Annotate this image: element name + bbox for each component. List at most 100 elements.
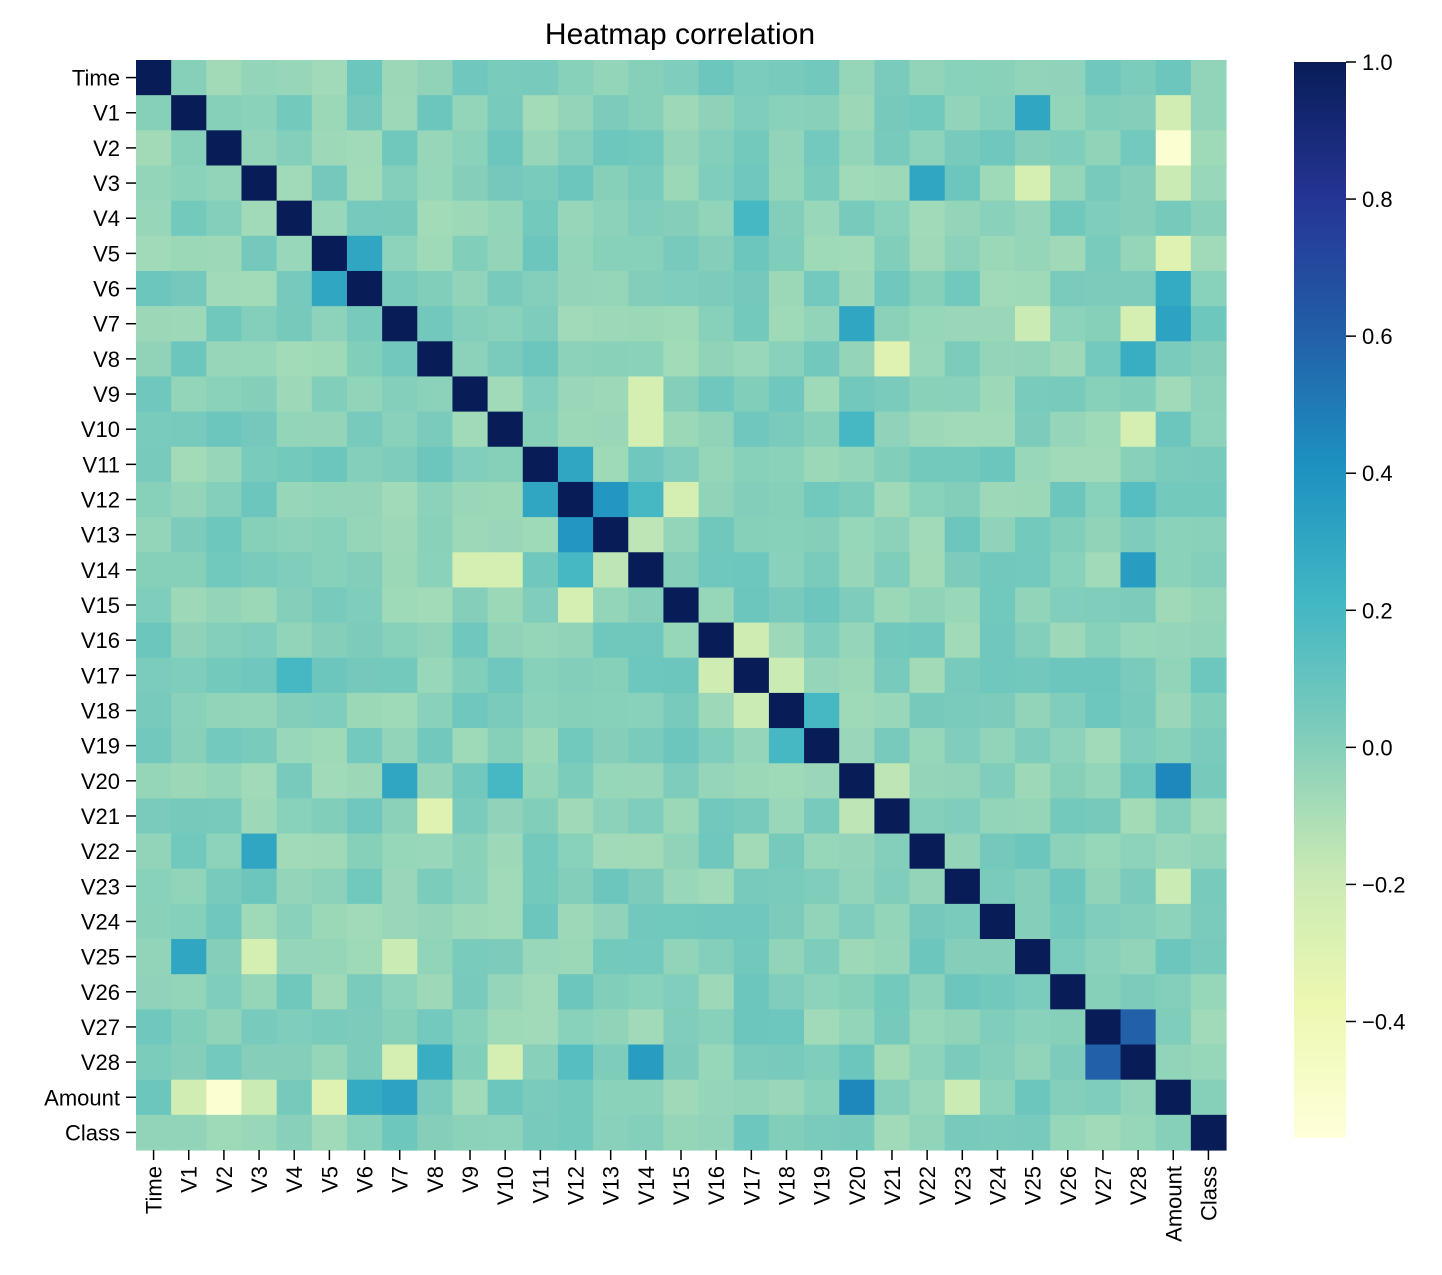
heatmap-cell-V6-V28 [1120, 270, 1157, 307]
heatmap-cell-V1-V17 [733, 95, 770, 131]
heatmap-cell-V19-V19 [804, 728, 840, 764]
heatmap-cell-V14-V20 [839, 552, 875, 589]
heatmap-cell-V26-V20 [839, 974, 875, 1010]
heatmap-cell-V11-V26 [1050, 446, 1086, 483]
heatmap-cell-V5-V12 [557, 235, 594, 272]
heatmap-cell-V10-V23 [944, 411, 981, 448]
heatmap-cell-V6-V24 [979, 270, 1016, 307]
heatmap-cell-V27-V5 [311, 1009, 348, 1046]
heatmap-cell-V20-V12 [557, 763, 594, 799]
heatmap-cell-V26-V8 [417, 974, 454, 1010]
heatmap-cell-V12-V13 [593, 481, 629, 518]
heatmap-cell-V10-V7 [382, 411, 418, 448]
heatmap-cell-V21-V12 [557, 798, 594, 835]
heatmap-cell-V11-V19 [804, 446, 840, 483]
heatmap-cell-V28-V9 [452, 1044, 489, 1081]
heatmap-cell-V24-V27 [1085, 903, 1122, 940]
heatmap-cell-V22-Amount [1155, 833, 1192, 870]
heatmap-cell-V17-V15 [663, 657, 700, 694]
heatmap-cell-V21-V26 [1050, 798, 1086, 835]
heatmap-cell-Time-V22 [909, 60, 946, 96]
heatmap-cell-V25-V16 [698, 939, 735, 975]
heatmap-cell-V5-Class [1190, 235, 1227, 272]
heatmap-cell-V2-V23 [944, 130, 981, 167]
heatmap-cell-V23-V17 [733, 868, 770, 905]
heatmap-cell-V14-V28 [1120, 552, 1157, 589]
heatmap-cell-V11-Amount [1155, 446, 1192, 483]
heatmap-cell-V26-V14 [628, 974, 665, 1010]
y-tick-label-Class: Class [65, 1120, 120, 1145]
heatmap-cell-V13-V5 [311, 517, 348, 553]
heatmap-cell-V28-V13 [593, 1044, 629, 1081]
heatmap-cell-V23-V11 [522, 868, 559, 905]
heatmap-cell-V16-V4 [276, 622, 313, 659]
heatmap-cell-V21-V2 [206, 798, 243, 835]
heatmap-cell-V20-V22 [909, 763, 946, 799]
heatmap-cell-V23-V1 [171, 868, 207, 905]
heatmap-cell-Class-V28 [1120, 1114, 1157, 1151]
heatmap-cell-V6-V3 [241, 270, 278, 307]
heatmap-cell-V20-V4 [276, 763, 313, 799]
heatmap-cell-V19-V22 [909, 728, 946, 764]
heatmap-cell-V8-V16 [698, 341, 735, 378]
heatmap-cell-V11-V12 [557, 446, 594, 483]
heatmap-cell-V19-V12 [557, 728, 594, 764]
x-tick-label-V14: V14 [634, 1166, 659, 1205]
heatmap-cell-V5-V13 [593, 235, 629, 272]
y-tick-label-V18: V18 [81, 698, 120, 723]
heatmap-cell-V5-V23 [944, 235, 981, 272]
heatmap-cell-Class-V19 [804, 1114, 840, 1151]
heatmap-cell-V19-V26 [1050, 728, 1086, 764]
heatmap-cell-V15-V6 [346, 587, 383, 624]
heatmap-cell-V9-V27 [1085, 376, 1122, 413]
heatmap-cell-V1-Time [136, 95, 172, 131]
y-tick-label-V7: V7 [93, 312, 120, 337]
heatmap-cell-V16-V28 [1120, 622, 1157, 659]
heatmap-cell-V5-V18 [768, 235, 805, 272]
heatmap-cell-Time-V19 [804, 60, 840, 96]
heatmap-cell-V26-Time [136, 974, 172, 1010]
heatmap-cell-V3-V14 [628, 165, 665, 202]
heatmap-cell-V26-V7 [382, 974, 418, 1010]
heatmap-cell-V23-V2 [206, 868, 243, 905]
heatmap-cell-V28-V14 [628, 1044, 665, 1081]
heatmap-cell-V14-V25 [1015, 552, 1051, 589]
heatmap-cell-V8-V9 [452, 341, 489, 378]
heatmap-cell-Amount-V8 [417, 1079, 454, 1116]
heatmap-cell-V5-V28 [1120, 235, 1157, 272]
heatmap-cell-V28-V16 [698, 1044, 735, 1081]
heatmap-cell-Amount-V14 [628, 1079, 665, 1116]
heatmap-cell-V3-V7 [382, 165, 418, 202]
heatmap-cell-V11-V14 [628, 446, 665, 483]
heatmap-cell-V11-V16 [698, 446, 735, 483]
heatmap-cell-V27-V7 [382, 1009, 418, 1046]
heatmap-cell-V14-V4 [276, 552, 313, 589]
y-tick-label-V22: V22 [81, 839, 120, 864]
heatmap-cell-V7-V3 [241, 306, 278, 342]
heatmap-cell-V24-V14 [628, 903, 665, 940]
heatmap-cell-V11-V22 [909, 446, 946, 483]
heatmap-cell-V21-V13 [593, 798, 629, 835]
heatmap-cell-V1-V27 [1085, 95, 1122, 131]
heatmap-cell-V4-V6 [346, 200, 383, 237]
heatmap-cell-Amount-Class [1190, 1079, 1227, 1116]
heatmap-cell-Class-V24 [979, 1114, 1016, 1151]
x-tick-label-V18: V18 [774, 1166, 799, 1205]
heatmap-cell-V7-V5 [311, 306, 348, 342]
heatmap-cell-V24-V23 [944, 903, 981, 940]
heatmap-cell-V11-V28 [1120, 446, 1157, 483]
heatmap-cell-V24-V21 [874, 903, 911, 940]
heatmap-cell-V24-V16 [698, 903, 735, 940]
heatmap-cell-Time-V15 [663, 60, 700, 96]
heatmap-cell-V12-V11 [522, 481, 559, 518]
heatmap-cell-V23-V26 [1050, 868, 1086, 905]
heatmap-cell-Time-V12 [557, 60, 594, 96]
heatmap-cell-V14-V14 [628, 552, 665, 589]
heatmap-cell-Amount-V28 [1120, 1079, 1157, 1116]
heatmap-cell-V19-V24 [979, 728, 1016, 764]
heatmap-cell-V27-V17 [733, 1009, 770, 1046]
heatmap-cell-Time-V2 [206, 60, 243, 96]
heatmap-cell-V27-Amount [1155, 1009, 1192, 1046]
heatmap-cell-V16-V3 [241, 622, 278, 659]
heatmap-cell-V7-Amount [1155, 306, 1192, 342]
